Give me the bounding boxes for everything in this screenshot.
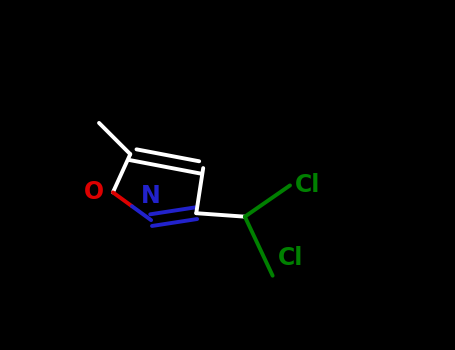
Text: Cl: Cl [278,246,303,271]
Text: Cl: Cl [295,173,321,197]
Text: N: N [141,184,161,208]
Text: O: O [84,180,104,204]
